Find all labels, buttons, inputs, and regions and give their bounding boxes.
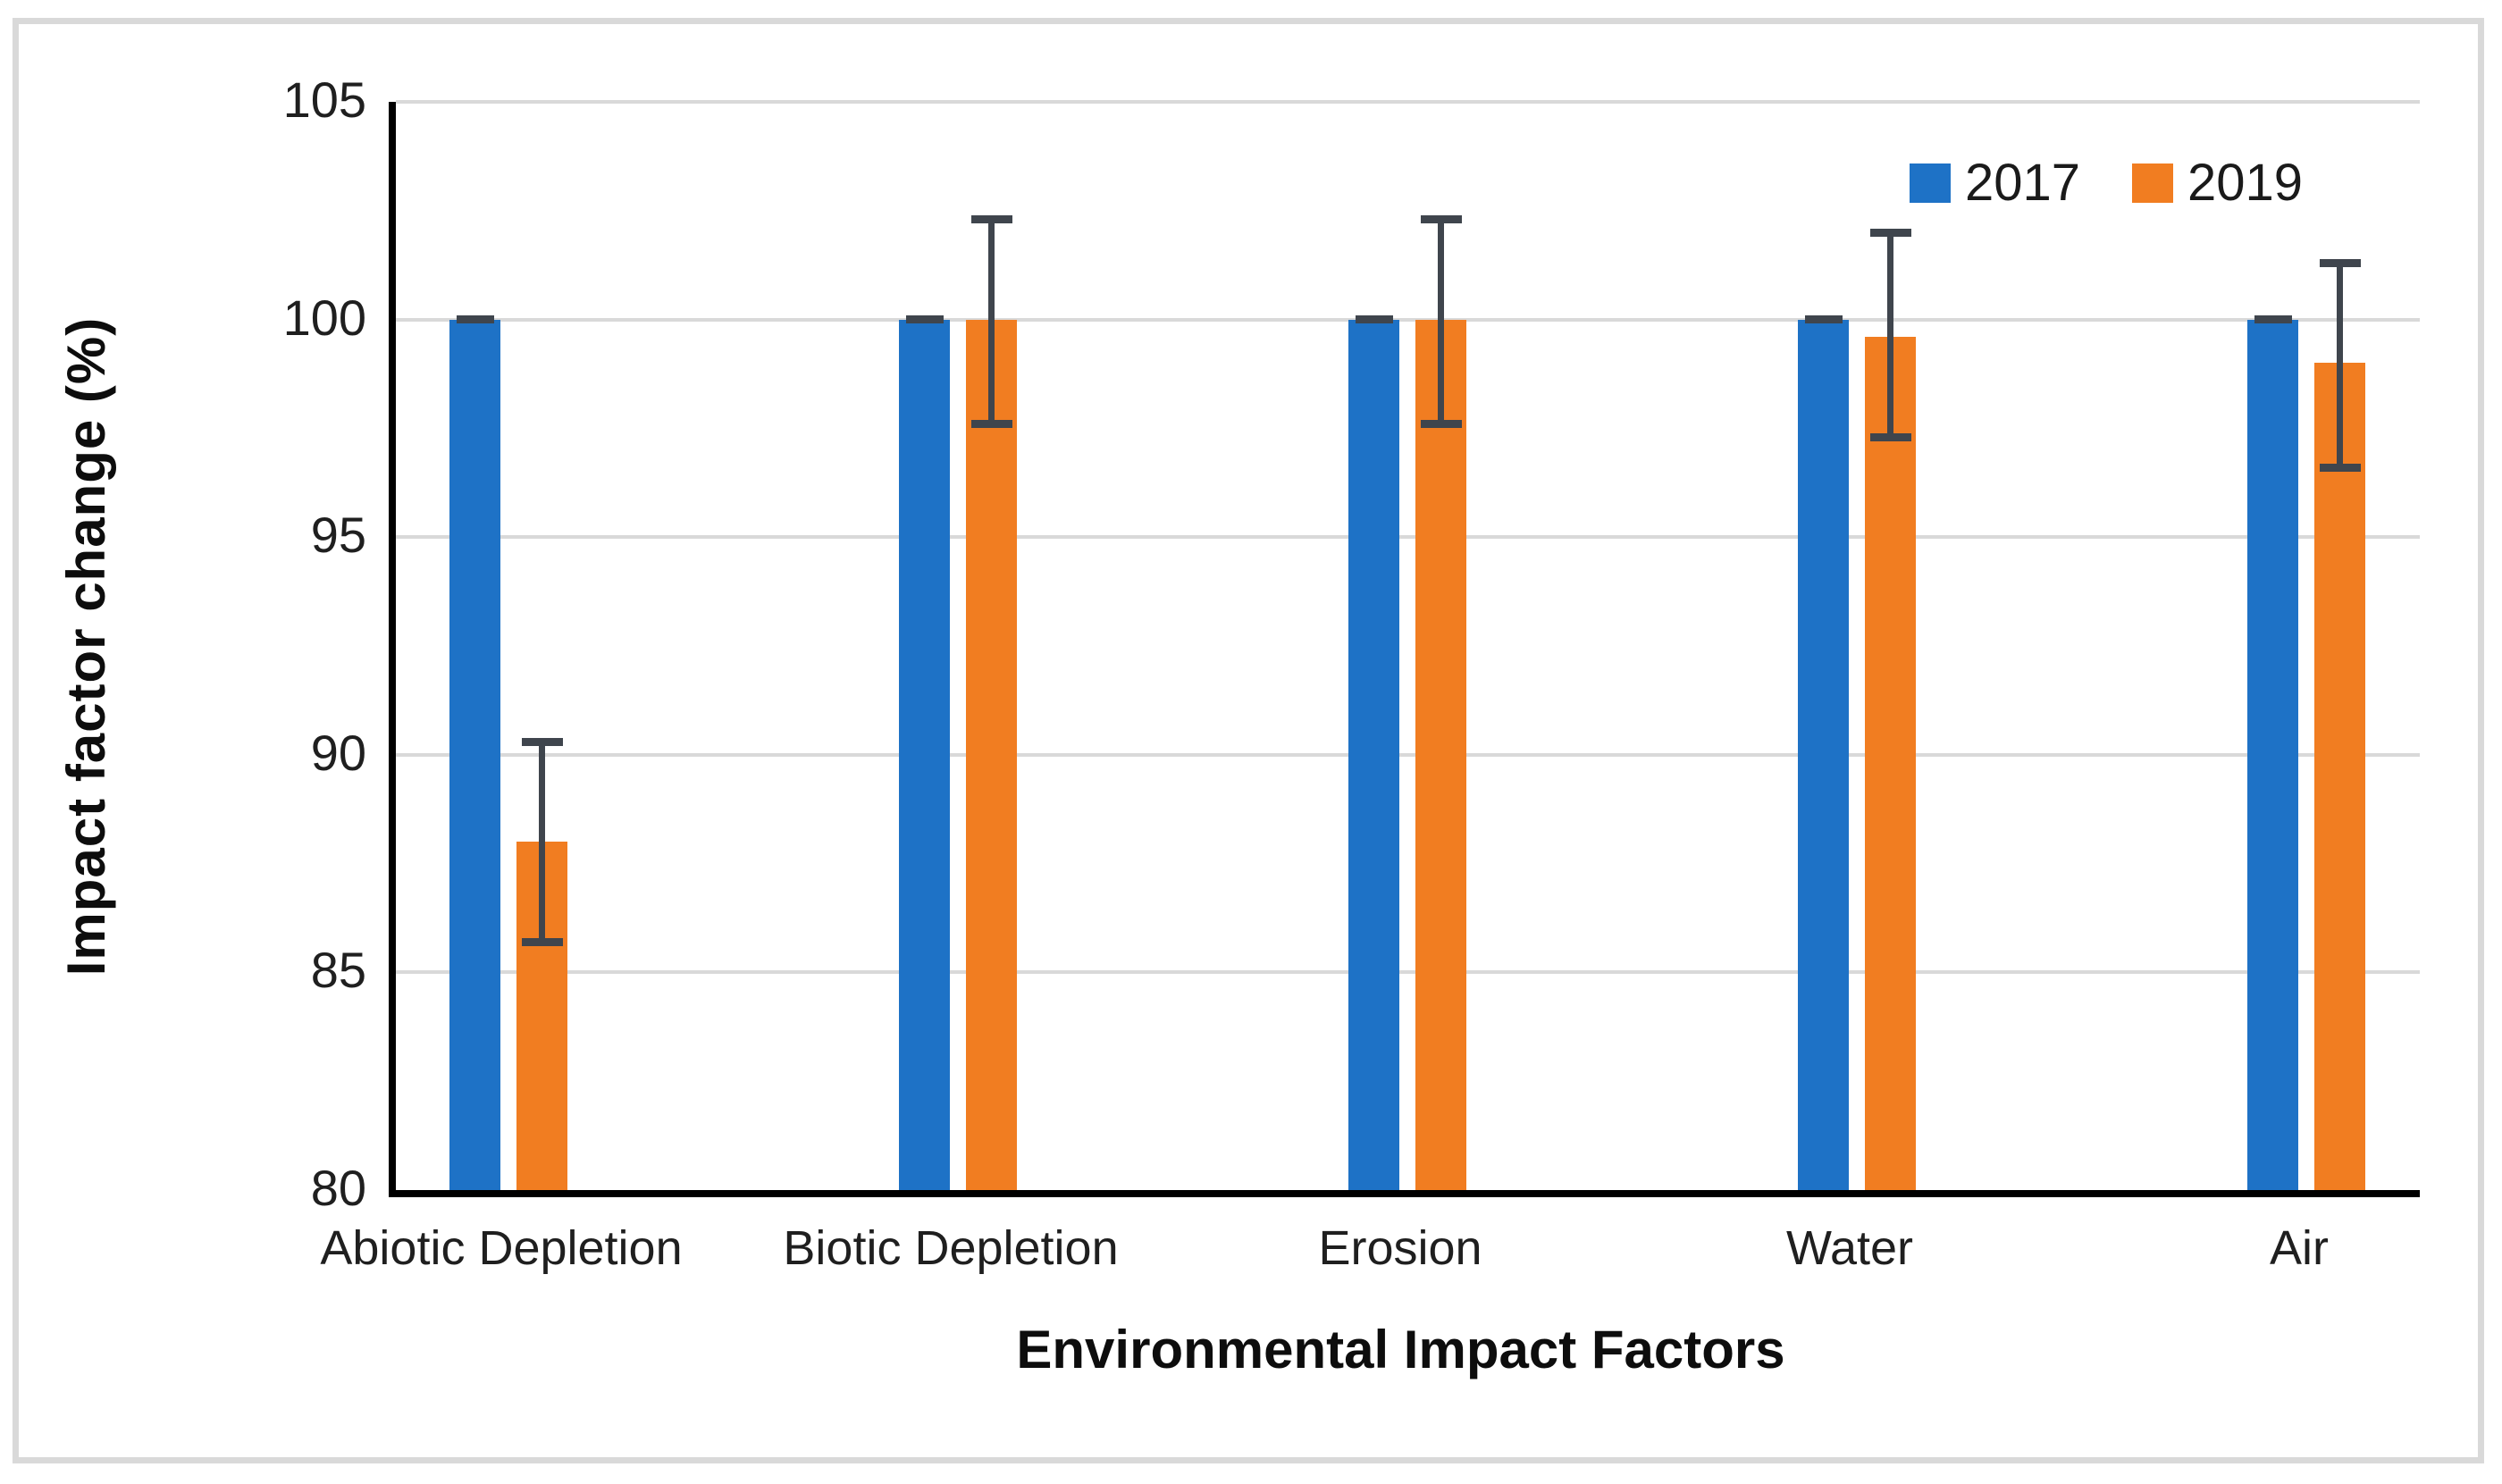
plot-area: 2017 2019 xyxy=(389,100,2420,1197)
legend-item-2017: 2017 xyxy=(1910,157,2080,209)
y-tick-label-105: 105 xyxy=(282,71,366,128)
y-tick-label-85: 85 xyxy=(310,942,366,999)
legend-swatch-2017 xyxy=(1910,163,1951,203)
error-cap-low-2019-biotic-depletion xyxy=(970,420,1012,429)
figure-border xyxy=(13,18,2484,1463)
bar-2019-air xyxy=(2314,363,2365,1190)
gridline-85 xyxy=(396,970,2420,975)
bar-2019-biotic-depletion xyxy=(966,319,1017,1190)
legend: 2017 2019 xyxy=(1910,157,2303,209)
y-tick-label-80: 80 xyxy=(310,1160,366,1216)
x-label-biotic-depletion: Biotic Depletion xyxy=(783,1221,1119,1275)
error-cap-high-2017-water xyxy=(1804,315,1843,324)
error-bar-2019-water xyxy=(1887,232,1893,438)
error-cap-high-2017-air xyxy=(2254,315,2292,324)
error-bar-2019-erosion xyxy=(1438,219,1444,424)
error-cap-high-2019-water xyxy=(1869,228,1911,237)
x-axis-title: Environmental Impact Factors xyxy=(1016,1320,1785,1379)
x-label-air: Air xyxy=(2270,1221,2329,1275)
gridline-100 xyxy=(396,317,2420,322)
error-bar-2019-abiotic-depletion xyxy=(539,742,545,943)
error-cap-low-2019-air xyxy=(2319,463,2361,472)
bar-2017-erosion xyxy=(1348,319,1399,1190)
y-tick-label-90: 90 xyxy=(310,724,366,781)
legend-swatch-2019 xyxy=(2132,163,2174,203)
bar-2017-water xyxy=(1798,319,1849,1190)
error-cap-high-2019-erosion xyxy=(1420,215,1462,224)
legend-label-2019: 2019 xyxy=(2187,154,2304,212)
error-cap-high-2017-erosion xyxy=(1355,315,1393,324)
bar-2017-abiotic-depletion xyxy=(449,319,500,1190)
error-cap-low-2019-erosion xyxy=(1420,420,1462,429)
y-axis-title-text: Impact factor change (%) xyxy=(56,316,117,976)
y-axis-title: Impact factor change (%) xyxy=(46,102,127,1190)
y-tick-label-100: 100 xyxy=(282,289,366,346)
legend-item-2019: 2019 xyxy=(2132,157,2303,209)
x-label-water: Water xyxy=(1785,1221,1914,1275)
bar-2017-air xyxy=(2247,319,2298,1190)
error-cap-high-2019-biotic-depletion xyxy=(970,215,1012,224)
y-tick-label-95: 95 xyxy=(310,507,366,564)
gridline-95 xyxy=(396,535,2420,540)
error-cap-high-2019-abiotic-depletion xyxy=(521,737,563,746)
gridline-90 xyxy=(396,752,2420,757)
error-cap-high-2017-biotic-depletion xyxy=(905,315,944,324)
x-label-abiotic-depletion: Abiotic Depletion xyxy=(320,1221,683,1275)
error-cap-high-2017-abiotic-depletion xyxy=(456,315,494,324)
error-cap-high-2019-air xyxy=(2319,258,2361,267)
bar-2017-biotic-depletion xyxy=(899,319,950,1190)
bar-2019-water xyxy=(1865,337,1916,1190)
error-cap-low-2019-water xyxy=(1869,432,1911,441)
y-tick-labels: 80 85 90 95 100 105 xyxy=(134,75,366,1213)
error-cap-low-2019-abiotic-depletion xyxy=(521,937,563,946)
x-category-labels: Abiotic Depletion Biotic Depletion Erosion… xyxy=(320,1220,2413,1283)
gridline-105 xyxy=(396,100,2420,104)
x-label-erosion: Erosion xyxy=(1318,1221,1482,1275)
error-bar-2019-biotic-depletion xyxy=(988,219,995,424)
error-bar-2019-air xyxy=(2337,263,2343,468)
bar-2019-erosion xyxy=(1415,319,1466,1190)
legend-label-2017: 2017 xyxy=(1965,154,2081,212)
